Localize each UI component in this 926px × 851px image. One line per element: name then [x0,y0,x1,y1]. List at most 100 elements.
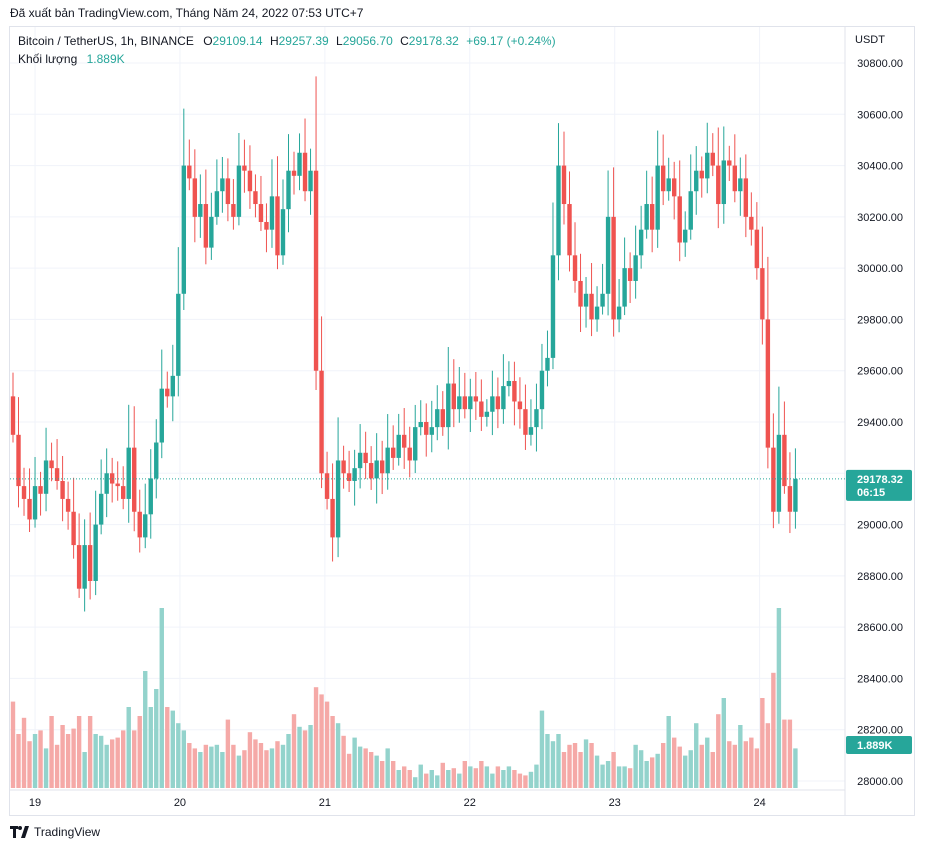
candle [793,448,798,529]
volume-bar [710,752,715,788]
candle-body [357,452,363,469]
volume-bar [192,748,198,788]
volume-label[interactable]: Khối lượng [18,52,78,66]
x-tick-label: 20 [174,797,186,809]
symbol-title[interactable]: Bitcoin / TetherUS, 1h, BINANCE [18,34,194,48]
volume-bar [479,761,484,788]
candle [424,403,429,457]
candle [82,519,87,612]
candle [10,372,16,443]
volume-bar [21,717,27,788]
y-tick-label: 29800.00 [857,314,903,326]
candle-body [479,401,484,417]
countdown-text: 06:15 [857,487,885,499]
candle [363,431,368,479]
volume-bar [484,766,490,788]
candle-body [556,165,561,256]
last-price-text: 29178.32 [857,474,903,486]
low-label: L [336,34,343,48]
candle [60,455,65,522]
candle [198,174,203,238]
candle [214,159,220,225]
currency-label[interactable]: USDT [855,34,885,46]
volume-bar [583,739,589,788]
candle [402,408,407,469]
volume-bar [672,737,677,788]
candle [396,413,401,466]
candle [462,372,468,419]
candle [225,158,231,222]
candle [104,448,109,518]
candle-body [567,204,572,256]
candle-body [363,452,368,464]
candle-body [407,447,412,461]
high-value: 29257.39 [278,34,329,48]
volume-bar [93,734,98,788]
candle [121,466,126,510]
volume-bar [402,766,407,788]
candle [54,439,60,490]
candle [148,449,153,539]
volume-bar [27,741,32,788]
volume-bar [528,771,534,788]
candle-body [473,396,479,402]
volume-bar [109,739,115,788]
candle [550,202,556,370]
candle [473,371,479,420]
candle-body [302,152,308,192]
volume-bar [787,719,793,788]
candle-body [435,409,440,428]
volume-bar [82,752,87,788]
candle-body [324,473,330,499]
candle-body [699,170,704,179]
candle [716,127,721,229]
volume-bar [457,773,462,788]
candle [220,156,225,213]
volume-bar [181,730,187,788]
x-tick-label: 19 [29,797,41,809]
volume-bar [567,744,572,788]
candle [275,156,280,270]
candle-body [313,170,319,371]
candle-body [137,511,142,538]
volume-bar [275,741,280,788]
close-value: 29178.32 [408,34,459,48]
candle-body [291,170,297,176]
volume-bar [236,755,242,788]
candle-body [743,178,749,217]
candle-body [429,427,434,435]
candle-series [10,76,798,612]
candle [231,179,236,230]
volume-bar [16,734,21,788]
volume-bar [313,687,319,788]
candle-body [694,170,699,192]
volume-bar [407,770,412,788]
candle [154,419,159,499]
candle [683,211,688,257]
candle-body [187,165,192,179]
candle [699,156,704,198]
candle-body [352,468,357,481]
candle-body [209,216,214,248]
tradingview-brand[interactable]: TradingView [10,825,100,839]
candle [302,118,308,202]
volume-bar [258,743,264,788]
candle-body [605,216,611,294]
candle [727,145,732,181]
candle [583,276,589,328]
volume-bar [121,730,126,788]
candle-body [231,204,236,217]
candle-body [247,170,253,192]
candle-body [280,209,286,256]
candle [165,371,170,408]
candle [655,130,660,248]
volume-bar [556,734,561,788]
candle-body [60,480,65,499]
volume-bar [187,743,192,788]
candle [600,263,605,315]
candle-body [583,293,589,307]
volume-bar [616,766,622,788]
volume-bar [760,698,765,788]
candle [539,343,545,430]
